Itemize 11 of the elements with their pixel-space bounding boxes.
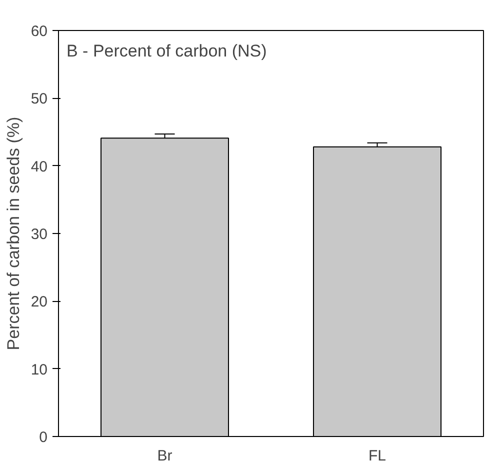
y-tick-label: 60 [30, 23, 48, 40]
y-tick-label: 40 [30, 158, 48, 176]
x-tick-label: FL [368, 448, 386, 464]
y-axis-title: Percent of carbon in seeds (%) [4, 116, 23, 350]
y-tick-label: 20 [30, 294, 48, 311]
y-tick-label: 50 [30, 90, 48, 108]
annotation: B - Percent of carbon (NS) [66, 42, 267, 60]
y-tick-label: 30 [30, 226, 48, 243]
y-tick-label: 10 [30, 361, 48, 378]
y-tick-label: 0 [39, 429, 48, 446]
x-tick-label: Br [157, 448, 172, 464]
